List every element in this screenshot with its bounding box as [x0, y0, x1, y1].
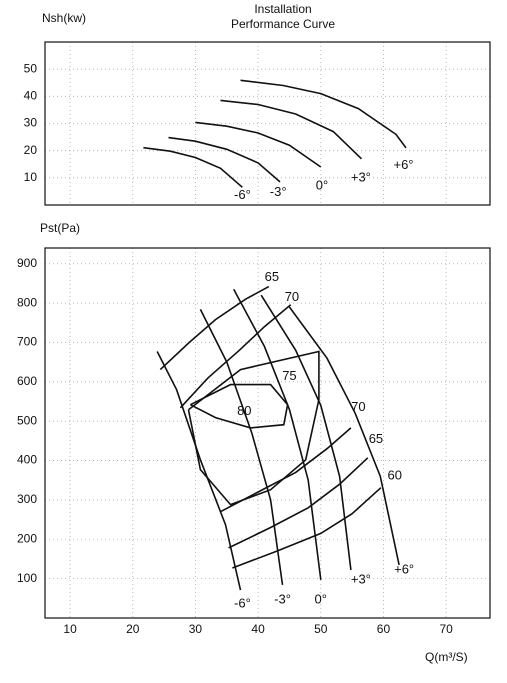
- curve: [195, 121, 322, 168]
- curve-label: +6°: [393, 157, 413, 172]
- x-tick-label: 10: [63, 622, 77, 636]
- y-tick-label: 700: [17, 335, 37, 349]
- curve: [179, 304, 292, 409]
- curve-label: 70: [351, 399, 365, 414]
- y-tick-label: 800: [17, 295, 37, 309]
- curve-label: -3°: [274, 591, 291, 606]
- x-tick-label: 30: [189, 622, 203, 636]
- chart-subtitle: Performance Curve: [231, 17, 335, 31]
- x-tick-label: 20: [126, 622, 140, 636]
- curve-label: -6°: [234, 187, 251, 202]
- curve-label: 0°: [316, 177, 328, 192]
- y-tick-label: 200: [17, 531, 37, 545]
- curve-label: 70: [285, 289, 299, 304]
- y-tick-label: 10: [24, 170, 38, 184]
- curve: [260, 294, 352, 571]
- y-tick-label: 600: [17, 374, 37, 388]
- curve: [187, 350, 320, 506]
- curve-label: +3°: [351, 571, 371, 586]
- curve-label: +3°: [351, 169, 371, 184]
- curve: [199, 309, 284, 586]
- x-tick-label: 50: [314, 622, 328, 636]
- curve: [220, 427, 352, 513]
- y-tick-label: 500: [17, 413, 37, 427]
- curve: [240, 79, 407, 149]
- curve-label: 80: [237, 403, 251, 418]
- y-tick-label: 20: [24, 143, 38, 157]
- curve: [143, 146, 243, 188]
- curve: [232, 487, 382, 569]
- y-axis-label: Nsh(kw): [42, 11, 86, 25]
- plot-frame: [44, 41, 491, 206]
- curve-label: 65: [265, 269, 279, 284]
- x-tick-label: 60: [377, 622, 391, 636]
- curve-label: -3°: [270, 184, 287, 199]
- curve: [190, 383, 289, 429]
- curve-label: 60: [387, 467, 401, 482]
- y-tick-label: 400: [17, 453, 37, 467]
- x-axis-label: Q(m³/S): [425, 650, 468, 664]
- curve: [168, 136, 281, 183]
- curve-label: 65: [369, 431, 383, 446]
- curve: [232, 288, 322, 580]
- y-tick-label: 100: [17, 571, 37, 585]
- y-axis-label: Pst(Pa): [40, 221, 80, 235]
- chart-title: Installation: [254, 2, 311, 16]
- y-tick-label: 30: [24, 116, 38, 130]
- curve-label: 0°: [315, 591, 327, 606]
- curve: [228, 457, 369, 549]
- curve: [159, 285, 270, 371]
- y-tick-label: 40: [24, 89, 38, 103]
- curve: [288, 306, 400, 566]
- y-tick-label: 300: [17, 492, 37, 506]
- curve-label: -6°: [234, 595, 251, 610]
- curve-label: 75: [282, 368, 296, 383]
- curve: [220, 99, 363, 160]
- curve-label: +6°: [394, 561, 414, 576]
- plot-frame: [44, 247, 491, 619]
- x-tick-label: 40: [251, 622, 265, 636]
- y-tick-label: 50: [24, 61, 38, 75]
- x-tick-label: 70: [439, 622, 453, 636]
- y-tick-label: 900: [17, 256, 37, 270]
